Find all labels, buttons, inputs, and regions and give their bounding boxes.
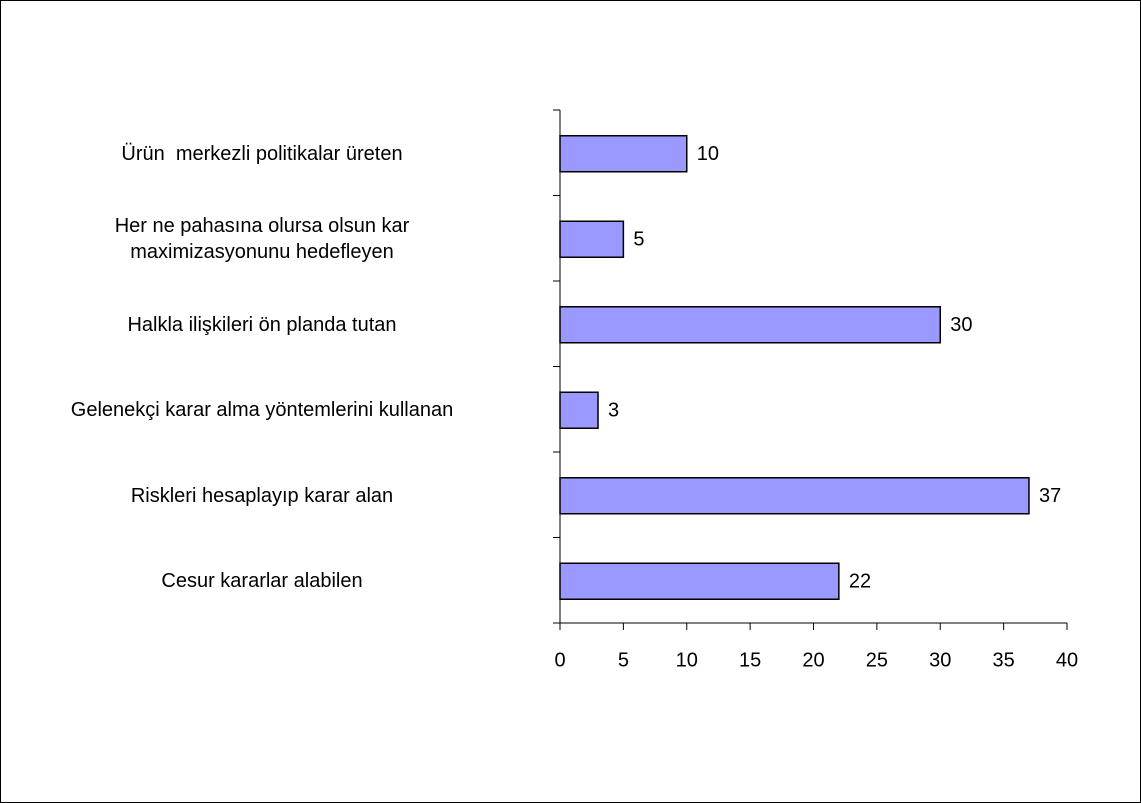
x-tick-label: 25 (866, 649, 888, 671)
y-tick-label: Her ne pahasına olursa olsun kar maximiz… (114, 215, 410, 264)
x-tick-label: 15 (739, 649, 761, 671)
x-tick-label: 30 (929, 649, 951, 671)
value-label: 30 (950, 314, 972, 336)
x-tick-label: 20 (802, 649, 824, 671)
y-tick-label: Halkla ilişkileri ön planda tutan (127, 313, 397, 336)
bar (559, 477, 1030, 515)
x-tick-label: 40 (1056, 649, 1078, 671)
value-label: 3 (608, 400, 619, 422)
y-tick-label: Cesur kararlar alabilen (161, 570, 363, 593)
x-tick-label: 10 (676, 649, 698, 671)
value-label: 37 (1039, 485, 1061, 507)
x-tick-label: 0 (554, 649, 565, 671)
value-label: 22 (849, 571, 871, 593)
value-label: 5 (633, 229, 644, 251)
y-tick-label: Riskleri hesaplayıp karar alan (130, 484, 394, 507)
bar (559, 391, 599, 429)
bar (559, 306, 941, 344)
bar (559, 562, 840, 600)
x-tick-label: 35 (993, 649, 1015, 671)
bar (559, 220, 625, 258)
x-tick-label: 5 (618, 649, 629, 671)
y-tick-label: Gelenekçi karar alma yöntemlerini kullan… (70, 399, 454, 422)
y-tick-label: Ürün merkezli politikalar üreten (121, 142, 403, 165)
value-label: 10 (697, 143, 719, 165)
bar (559, 135, 688, 173)
